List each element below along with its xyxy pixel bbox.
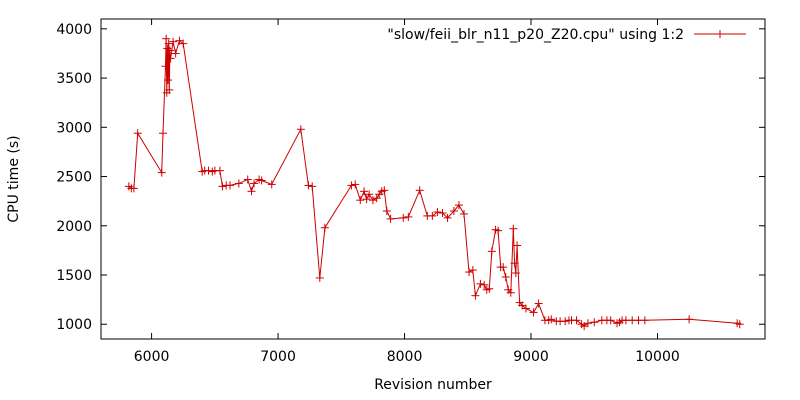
data-point bbox=[166, 54, 175, 63]
data-point bbox=[480, 280, 489, 289]
data-point bbox=[404, 212, 413, 221]
x-tick-label: 6000 bbox=[134, 349, 170, 365]
data-point bbox=[572, 316, 581, 325]
data-point bbox=[250, 179, 259, 188]
data-point bbox=[449, 207, 458, 215]
data-point bbox=[165, 85, 174, 94]
series-points bbox=[124, 34, 744, 331]
y-tick-label: 1500 bbox=[56, 268, 92, 284]
data-point bbox=[428, 211, 437, 220]
x-tick-label: 9000 bbox=[513, 349, 549, 365]
data-point bbox=[735, 320, 744, 329]
y-tick-label: 1000 bbox=[56, 317, 92, 333]
data-point bbox=[157, 168, 166, 177]
data-point bbox=[356, 196, 365, 205]
data-point bbox=[171, 49, 180, 58]
y-axis-label: CPU time (s) bbox=[6, 135, 22, 222]
data-point bbox=[534, 299, 543, 308]
data-point bbox=[506, 288, 515, 297]
data-point bbox=[471, 291, 480, 300]
data-point bbox=[296, 125, 305, 134]
data-point bbox=[165, 46, 174, 55]
data-point bbox=[304, 181, 313, 190]
x-tick-label: 7000 bbox=[260, 349, 296, 365]
data-point bbox=[494, 226, 503, 235]
data-point bbox=[382, 207, 391, 215]
data-point bbox=[368, 196, 377, 205]
data-point bbox=[360, 187, 369, 196]
axis-tick-labels: 6000 7000 8000 9000 10000 1000 1500 2000 2500 300… bbox=[56, 22, 679, 365]
data-point bbox=[443, 213, 452, 222]
data-point bbox=[501, 272, 510, 281]
data-point bbox=[162, 34, 171, 43]
data-point bbox=[247, 187, 256, 196]
data-point bbox=[465, 268, 474, 277]
data-point bbox=[347, 181, 356, 190]
data-point bbox=[454, 201, 463, 210]
data-point bbox=[606, 316, 615, 325]
data-point bbox=[169, 37, 178, 46]
axis-ticks bbox=[101, 19, 765, 339]
data-point bbox=[487, 247, 496, 256]
data-point bbox=[485, 284, 494, 293]
data-point bbox=[386, 214, 395, 223]
y-tick-label: 3000 bbox=[56, 120, 92, 136]
series-line bbox=[128, 38, 740, 327]
data-point bbox=[158, 129, 167, 138]
data-point bbox=[433, 207, 442, 216]
data-point bbox=[218, 182, 227, 191]
data-point bbox=[685, 315, 694, 324]
y-tick-label: 2000 bbox=[56, 219, 92, 235]
data-point bbox=[438, 208, 447, 217]
data-point bbox=[590, 318, 599, 327]
data-point bbox=[521, 304, 530, 313]
legend: "slow/feii_blr_n11_p20_Z20.cpu" using 1:… bbox=[387, 27, 746, 43]
data-point bbox=[362, 195, 371, 204]
data-point bbox=[468, 266, 477, 275]
data-point bbox=[161, 62, 170, 71]
data-point bbox=[459, 209, 468, 218]
data-point bbox=[380, 186, 389, 195]
data-point bbox=[365, 190, 374, 199]
legend-label: "slow/feii_blr_n11_p20_Z20.cpu" using 1:… bbox=[387, 27, 684, 43]
data-point bbox=[476, 279, 485, 288]
data-point bbox=[226, 181, 235, 190]
data-point bbox=[399, 213, 408, 222]
data-point bbox=[243, 175, 252, 184]
data-point bbox=[267, 180, 276, 189]
data-point bbox=[510, 259, 519, 268]
data-point bbox=[320, 223, 329, 232]
y-tick-label: 2500 bbox=[56, 170, 92, 186]
x-tick-label: 8000 bbox=[387, 349, 423, 365]
data-point bbox=[164, 39, 173, 48]
data-point bbox=[179, 39, 188, 48]
data-point bbox=[234, 179, 243, 188]
data-point bbox=[509, 224, 518, 233]
data-point bbox=[547, 315, 556, 324]
data-point bbox=[640, 316, 649, 325]
data-point bbox=[133, 129, 142, 138]
data-point bbox=[215, 166, 224, 175]
data-point bbox=[315, 273, 324, 282]
data-point bbox=[511, 269, 520, 278]
y-tick-label: 4000 bbox=[56, 22, 92, 38]
data-point bbox=[499, 263, 508, 272]
plot-frame bbox=[100, 18, 766, 340]
x-tick-label: 10000 bbox=[635, 349, 680, 365]
data-point bbox=[583, 319, 592, 328]
data-point bbox=[561, 317, 570, 326]
data-point bbox=[129, 184, 138, 193]
data-point bbox=[257, 176, 266, 185]
data-point bbox=[308, 182, 317, 191]
data-point bbox=[513, 241, 522, 250]
data-point bbox=[164, 76, 173, 85]
y-tick-label: 3500 bbox=[56, 71, 92, 87]
x-axis-label: Revision number bbox=[374, 377, 492, 393]
data-point bbox=[529, 308, 538, 317]
data-point bbox=[415, 186, 424, 195]
data-point bbox=[351, 180, 360, 189]
